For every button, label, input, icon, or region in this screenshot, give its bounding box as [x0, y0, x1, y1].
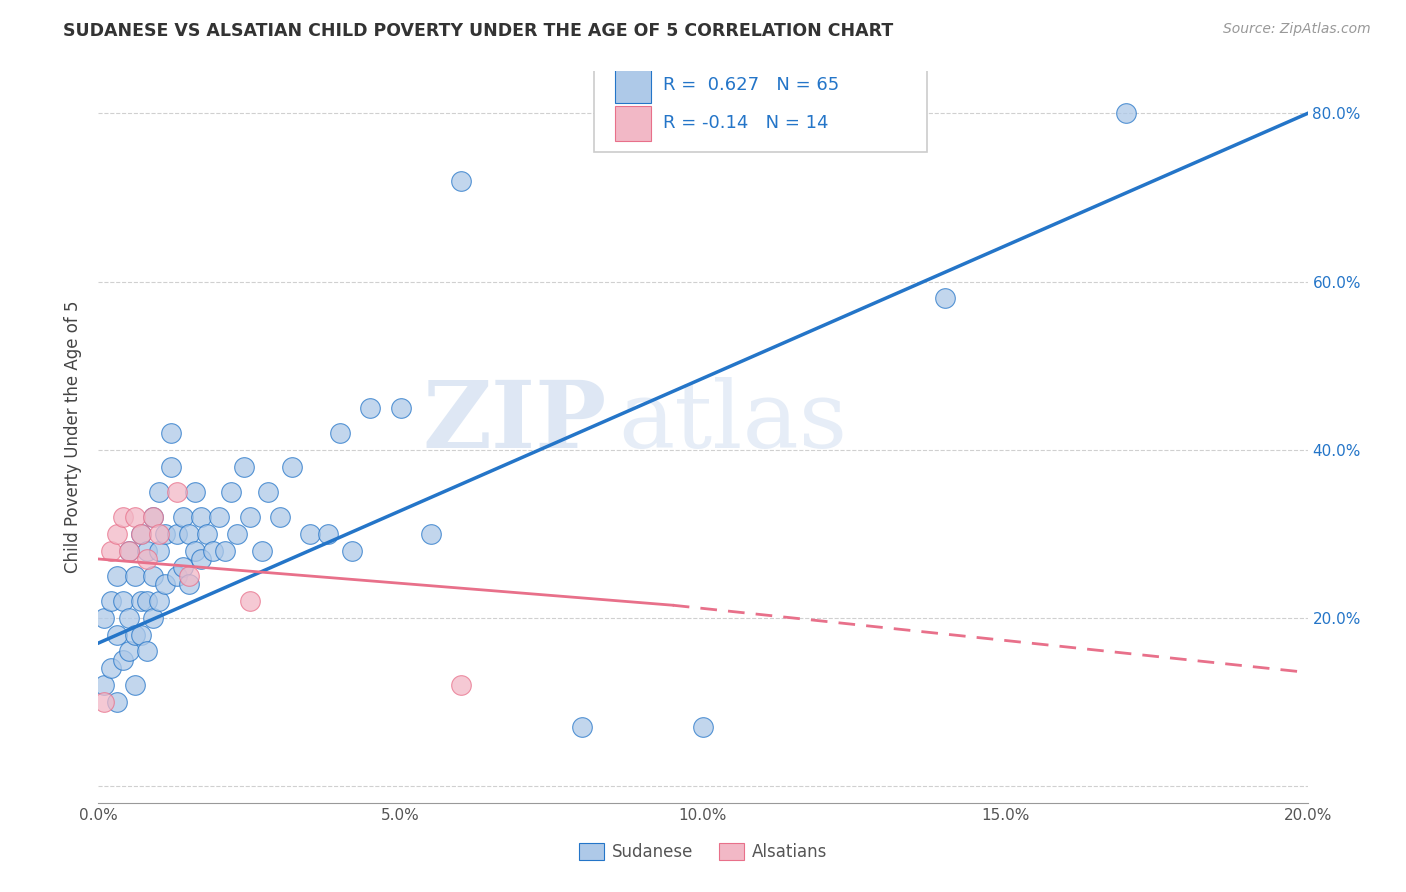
FancyBboxPatch shape — [614, 68, 651, 103]
Point — [160, 459, 183, 474]
Point — [93, 695, 115, 709]
Text: Source: ZipAtlas.com: Source: ZipAtlas.com — [1223, 22, 1371, 37]
Point — [420, 526, 443, 541]
Point — [329, 425, 352, 440]
Point — [129, 627, 152, 641]
Point — [179, 526, 201, 541]
FancyBboxPatch shape — [595, 61, 927, 152]
Point — [281, 459, 304, 474]
Point — [105, 526, 128, 541]
Point — [129, 526, 152, 541]
Point — [142, 611, 165, 625]
Point — [450, 174, 472, 188]
Point — [195, 526, 218, 541]
Legend: Sudanese, Alsatians: Sudanese, Alsatians — [572, 836, 834, 868]
Point — [100, 661, 122, 675]
Point — [184, 543, 207, 558]
Point — [148, 543, 170, 558]
Point — [250, 543, 273, 558]
Point — [226, 526, 249, 541]
Point — [111, 594, 134, 608]
Point — [153, 526, 176, 541]
Point — [190, 552, 212, 566]
Point — [190, 510, 212, 524]
Point — [129, 526, 152, 541]
Point — [124, 678, 146, 692]
Text: R = -0.14   N = 14: R = -0.14 N = 14 — [664, 114, 828, 132]
Point — [135, 594, 157, 608]
Point — [118, 644, 141, 658]
Point — [269, 510, 291, 524]
Point — [148, 594, 170, 608]
Point — [239, 510, 262, 524]
Text: SUDANESE VS ALSATIAN CHILD POVERTY UNDER THE AGE OF 5 CORRELATION CHART: SUDANESE VS ALSATIAN CHILD POVERTY UNDER… — [63, 22, 894, 40]
Point — [118, 543, 141, 558]
Point — [179, 577, 201, 591]
Point — [692, 720, 714, 734]
Point — [105, 695, 128, 709]
Point — [360, 401, 382, 415]
Point — [934, 291, 956, 305]
Point — [153, 577, 176, 591]
Point — [142, 569, 165, 583]
Point — [142, 510, 165, 524]
Point — [160, 425, 183, 440]
Point — [221, 484, 243, 499]
Point — [214, 543, 236, 558]
Point — [342, 543, 364, 558]
Point — [105, 569, 128, 583]
Point — [148, 526, 170, 541]
Point — [202, 543, 225, 558]
Point — [105, 627, 128, 641]
Point — [118, 543, 141, 558]
Point — [148, 484, 170, 499]
Point — [124, 510, 146, 524]
Point — [232, 459, 254, 474]
Point — [135, 543, 157, 558]
Point — [172, 560, 194, 574]
Point — [124, 569, 146, 583]
Point — [118, 611, 141, 625]
Point — [239, 594, 262, 608]
Point — [179, 569, 201, 583]
Point — [142, 510, 165, 524]
Point — [256, 484, 278, 499]
Point — [166, 484, 188, 499]
Point — [124, 627, 146, 641]
Point — [111, 510, 134, 524]
Point — [111, 653, 134, 667]
Point — [316, 526, 339, 541]
Point — [93, 678, 115, 692]
Point — [135, 552, 157, 566]
Point — [184, 484, 207, 499]
Text: ZIP: ZIP — [422, 377, 606, 467]
Text: atlas: atlas — [619, 377, 848, 467]
FancyBboxPatch shape — [614, 106, 651, 141]
Point — [172, 510, 194, 524]
Point — [571, 720, 593, 734]
Point — [93, 611, 115, 625]
Point — [299, 526, 322, 541]
Point — [166, 526, 188, 541]
Point — [389, 401, 412, 415]
Y-axis label: Child Poverty Under the Age of 5: Child Poverty Under the Age of 5 — [65, 301, 83, 574]
Point — [450, 678, 472, 692]
Point — [100, 543, 122, 558]
Point — [100, 594, 122, 608]
Point — [208, 510, 231, 524]
Text: R =  0.627   N = 65: R = 0.627 N = 65 — [664, 76, 839, 95]
Point — [166, 569, 188, 583]
Point — [135, 644, 157, 658]
Point — [1115, 106, 1137, 120]
Point — [129, 594, 152, 608]
